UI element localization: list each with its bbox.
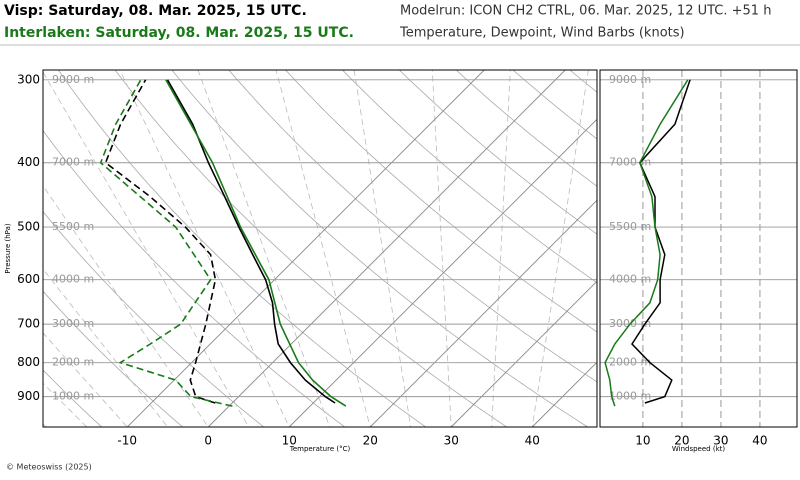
moist-adiabat xyxy=(119,70,290,427)
x-tick-label: 30 xyxy=(713,434,728,448)
skewt-plot: 9000 m 7000 m 5500 m 4000 m 3000 m 2000 m 1000… xyxy=(43,70,597,427)
dewpoint-line xyxy=(104,79,217,404)
skewt-frame xyxy=(42,69,598,428)
altitude-label: 5500 m xyxy=(52,220,94,233)
y-tick-label: 700 xyxy=(17,317,40,331)
windspeed-line xyxy=(604,79,689,407)
y-tick-label: 900 xyxy=(17,389,40,403)
x-tick-label: 30 xyxy=(444,434,459,448)
y-tick-label: 400 xyxy=(17,155,40,169)
temperature-line xyxy=(166,79,336,404)
y-tick-label: 600 xyxy=(17,272,40,286)
x-axis-label: Temperature (°C) xyxy=(289,445,351,453)
dry-adiabat xyxy=(114,70,508,427)
modelrun: Modelrun: ICON CH2 CTRL, 06. Mar. 2025, … xyxy=(400,4,771,19)
altitude-label: 3000 m xyxy=(52,317,94,330)
y-tick-label: 800 xyxy=(17,355,40,369)
moist-adiabat xyxy=(197,70,331,427)
isotherm xyxy=(207,70,566,427)
moist-adiabat xyxy=(43,332,128,427)
axes: -10 0 10 20 30 40 Temperature (°C) Pressure (hP… xyxy=(4,72,768,453)
x-tick-label: 40 xyxy=(752,434,767,448)
x-tick-label: 10 xyxy=(282,434,297,448)
isotherm xyxy=(288,118,597,427)
footer: © Meteoswiss (2025) xyxy=(6,463,92,472)
altitude-label: 2000 m xyxy=(52,356,94,369)
altitude-label: 5500 m xyxy=(609,220,651,233)
x-tick-label: 0 xyxy=(204,434,212,448)
isotherm xyxy=(531,361,597,427)
dewpoint-line xyxy=(99,79,233,407)
moist-adiabat xyxy=(353,70,412,427)
dry-adiabat xyxy=(285,70,597,333)
dry-adiabat xyxy=(228,70,597,383)
dry-adiabat xyxy=(43,369,103,427)
altitude-label: 1000 m xyxy=(609,390,651,403)
x-tick-label: 20 xyxy=(363,434,378,448)
dry-adiabat xyxy=(398,70,597,235)
altitude-label: 4000 m xyxy=(609,273,651,286)
moist-adiabat xyxy=(531,70,589,427)
altitude-label: 1000 m xyxy=(52,390,94,403)
temperature-line xyxy=(165,79,347,407)
x-tick-label: 40 xyxy=(525,434,540,448)
moist-adiabat xyxy=(43,71,250,427)
y-tick-label: 300 xyxy=(17,72,40,86)
moist-adiabat xyxy=(431,70,452,427)
altitude-label: 7000 m xyxy=(52,156,94,169)
altitude-label: 9000 m xyxy=(609,73,651,86)
dry-adiabat xyxy=(341,70,597,284)
moist-adiabat xyxy=(275,70,371,427)
dry-adiabat xyxy=(455,70,597,187)
y-axis-label: Pressure (hPa) xyxy=(4,223,12,273)
moist-adiabat xyxy=(43,382,88,427)
x-tick-label: 10 xyxy=(635,434,650,448)
isotherm xyxy=(450,280,597,427)
altitude-label: 9000 m xyxy=(52,73,94,86)
title-interlaken: Interlaken: Saturday, 08. Mar. 2025, 15 … xyxy=(4,25,354,41)
altitude-label: 4000 m xyxy=(52,273,94,286)
x-axis-label: Windspeed (kt) xyxy=(672,445,725,453)
dry-adiabat xyxy=(57,70,427,427)
subtitle: Temperature, Dewpoint, Wind Barbs (knots… xyxy=(399,26,685,41)
dry-adiabat xyxy=(171,70,589,427)
dry-adiabat xyxy=(43,130,346,427)
dry-adiabat xyxy=(43,290,184,427)
moist-adiabat xyxy=(491,70,511,427)
x-tick-label: 20 xyxy=(674,434,689,448)
isotherm xyxy=(369,199,597,427)
x-tick-label: -10 xyxy=(117,434,137,448)
isotherm xyxy=(126,70,485,427)
wind-frame xyxy=(599,69,798,428)
y-tick-label: 500 xyxy=(17,220,40,234)
altitude-label: 2000 m xyxy=(609,356,651,369)
title-visp: Visp: Saturday, 08. Mar. 2025, 15 UTC. xyxy=(4,3,307,19)
